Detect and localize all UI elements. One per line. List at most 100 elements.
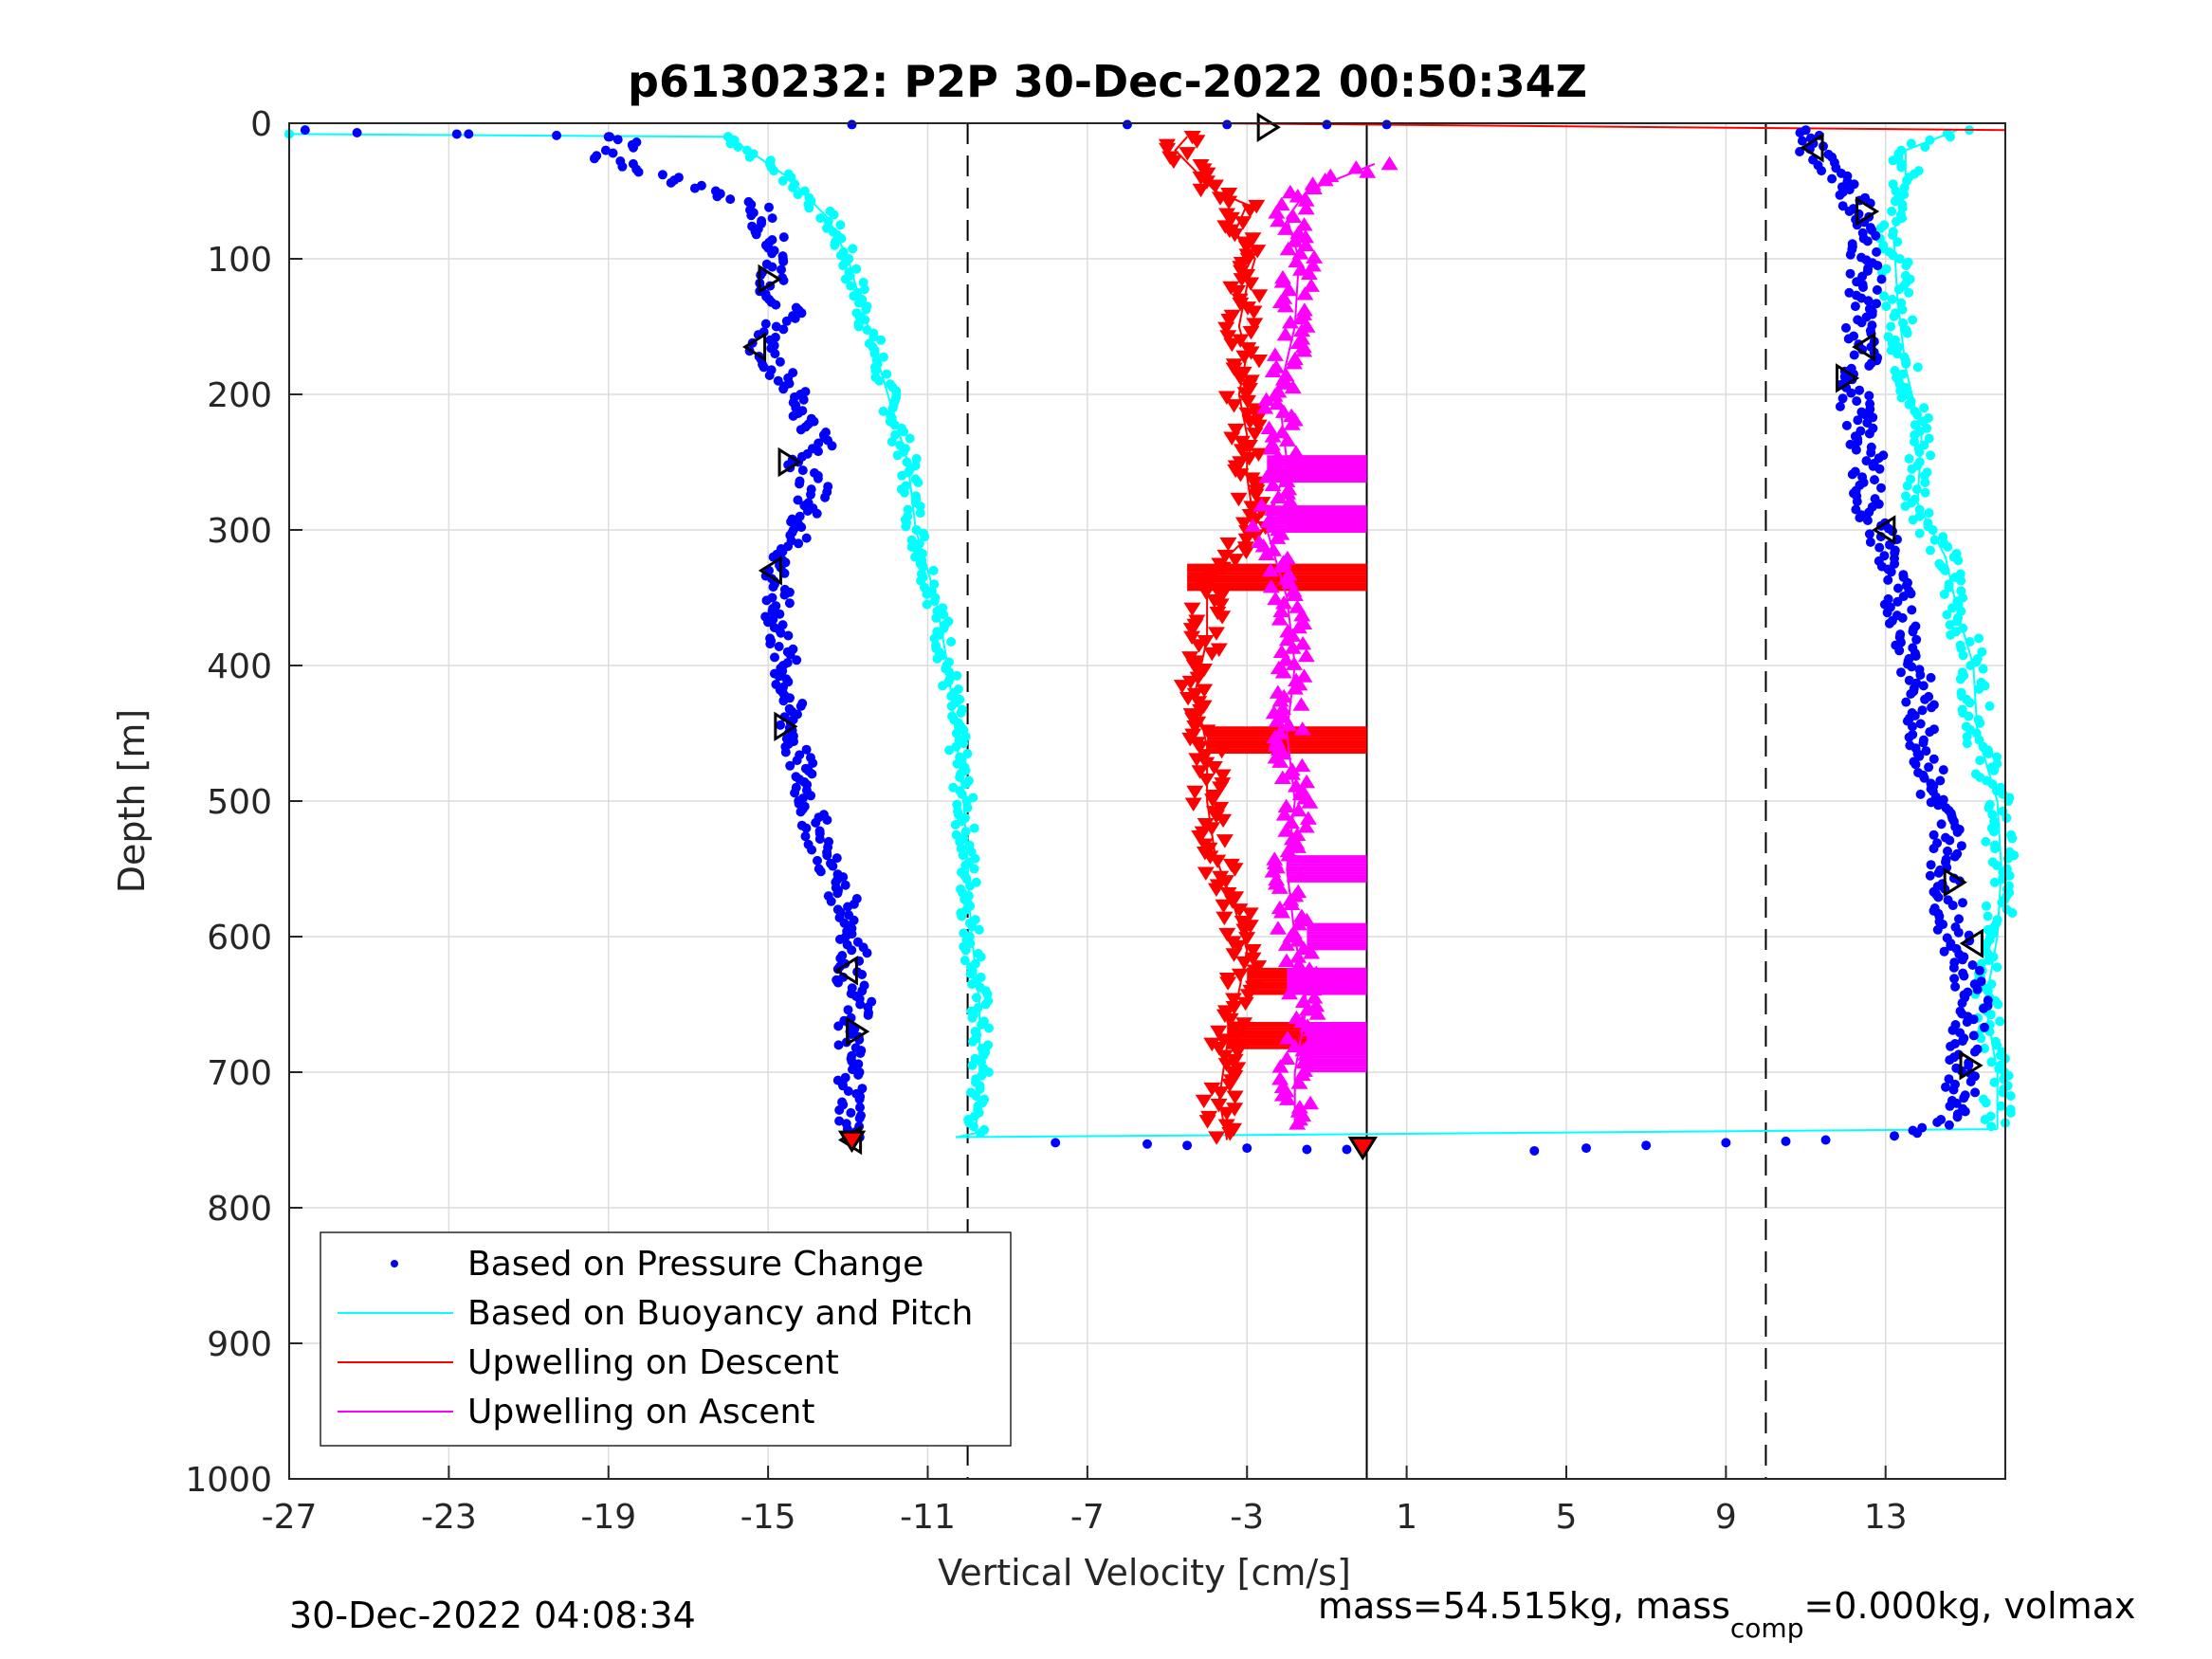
buoyancy-descent-point	[965, 881, 976, 891]
pressure-descent-point	[832, 853, 842, 864]
x-tick-label: 13	[1864, 1498, 1908, 1537]
pressure-ascent-point	[1975, 965, 1984, 975]
buoyancy-ascent-point	[1953, 556, 1964, 566]
buoyancy-descent-point	[969, 823, 979, 833]
upwelling-descent-point	[1192, 703, 1210, 719]
buoyancy-descent-point	[859, 284, 869, 295]
buoyancy-ascent-point	[1986, 1121, 1997, 1132]
buoyancy-descent-point	[960, 779, 971, 790]
x-tick-label: -27	[262, 1498, 318, 1537]
buoyancy-ascent-point	[1974, 684, 1984, 694]
upwelling-ascent-point	[1293, 757, 1311, 773]
pressure-ascent-point	[1960, 1106, 1970, 1117]
pressure-descent-point	[781, 316, 792, 326]
pressure-descent-point	[862, 948, 872, 958]
buoyancy-ascent-point	[1924, 508, 1934, 519]
pressure-ascent-point	[1972, 984, 1983, 994]
buoyancy-descent-point	[928, 565, 939, 575]
pressure-descent-point	[863, 1010, 873, 1020]
upwelling-descent-point	[1179, 147, 1197, 161]
buoyancy-descent-point	[861, 304, 871, 315]
pressure-ascent-point	[1862, 236, 1873, 246]
buoyancy-descent-point	[965, 969, 976, 979]
buoyancy-ascent-point	[1984, 701, 1995, 711]
upwelling-ascent-point	[1306, 990, 1324, 1004]
pressure-ascent-point	[1912, 1128, 1923, 1139]
upwelling-descent-point	[1216, 1049, 1234, 1064]
pressure-descent-point	[793, 495, 803, 505]
buoyancy-ascent-point	[1920, 142, 1930, 152]
buoyancy-descent-point	[958, 850, 968, 861]
pressure-descent-point	[832, 888, 843, 899]
pressure-descent-point	[792, 756, 802, 766]
upwelling-descent-point	[1203, 1082, 1221, 1097]
upwelling-descent-point	[1249, 245, 1267, 259]
pressure-ascent-point	[1850, 301, 1860, 312]
buoyancy-descent-point	[868, 332, 879, 342]
upwelling-ascent-point	[1270, 212, 1288, 228]
upwelling-descent-point	[1209, 854, 1227, 869]
upwelling-descent-point	[1179, 692, 1197, 706]
pressure-ascent-point	[1915, 789, 1926, 799]
buoyancy-ascent-point	[1993, 999, 2003, 1010]
pressure-ascent-point	[1866, 447, 1876, 458]
upwelling-descent-point	[1226, 863, 1244, 877]
buoyancy-descent-point	[983, 1067, 994, 1077]
upwelling-descent-point	[1236, 996, 1254, 1012]
pressure-ascent-point	[1948, 1085, 1959, 1095]
upwelling-descent-point	[1190, 639, 1208, 653]
upwelling-ascent-point	[1285, 209, 1303, 223]
ascent-marker	[1943, 867, 1967, 898]
buoyancy-ascent-point	[1908, 515, 1918, 525]
upwelling-ascent-point	[1277, 937, 1295, 951]
buoyancy-ascent-point	[1896, 162, 1907, 173]
upwelling-descent-point	[1208, 1131, 1226, 1145]
x-tick-label: -11	[900, 1498, 956, 1537]
pressure-ascent-point	[1904, 732, 1914, 742]
pressure-descent-point	[629, 142, 638, 153]
buoyancy-ascent-point	[1892, 237, 1903, 247]
buoyancy-descent-point	[922, 589, 932, 599]
pressure-ascent-point	[1945, 835, 1955, 846]
descent-marker	[758, 556, 782, 586]
buoyancy-descent-point	[920, 532, 930, 542]
upwelling-ascent-point	[1264, 428, 1282, 443]
buoyancy-ascent-point	[1893, 284, 1904, 295]
y-tick-label: 0	[250, 105, 272, 144]
upwelling-ascent-point	[1268, 205, 1286, 219]
upwelling-descent-point	[1225, 362, 1243, 376]
pressure-ascent-point	[1926, 672, 1936, 683]
pressure-ascent-point	[1947, 1025, 1958, 1035]
upwelling-ascent-point	[1257, 546, 1275, 561]
upwelling-descent-point	[1241, 204, 1259, 218]
upwelling-ascent-point	[1256, 400, 1274, 414]
upwelling-ascent-point	[1270, 489, 1288, 503]
pressure-ascent-point	[1924, 762, 1934, 773]
pressure-ascent-point	[1947, 901, 1958, 911]
buoyancy-ascent-point	[2002, 812, 2012, 823]
pressure-descent-point	[855, 999, 866, 1010]
upwelling-ascent-point	[1294, 636, 1312, 650]
upwelling-ascent-point	[1262, 441, 1280, 455]
pressure-ascent-point	[1872, 246, 1882, 257]
pressure-ascent-point	[1904, 675, 1914, 685]
upwelling-descent-point	[1244, 232, 1262, 246]
pressure-descent-point	[768, 582, 778, 592]
pressure-ascent-point	[1872, 284, 1882, 295]
pressure-descent-point	[790, 313, 800, 323]
upwelling-descent-point	[1188, 753, 1206, 767]
upwelling-descent-point	[1189, 671, 1207, 685]
pressure-descent-point	[843, 902, 853, 912]
buoyancy-ascent-point	[1900, 501, 1910, 511]
pressure-descent-point	[608, 148, 618, 158]
pressure-ascent-point	[1962, 1017, 1972, 1028]
upwelling-descent-point	[1186, 720, 1204, 735]
pressure-descent-point	[855, 1103, 865, 1113]
buoyancy-descent-point	[971, 1091, 981, 1101]
upwelling-ascent-point	[1305, 180, 1323, 194]
pressure-ascent-point	[1929, 844, 1939, 854]
upwelling-descent-point	[1203, 1037, 1221, 1052]
buoyancy-descent-point	[905, 433, 915, 444]
buoyancy-ascent-point	[1988, 827, 1999, 837]
upwelling-ascent-point	[1301, 794, 1319, 809]
